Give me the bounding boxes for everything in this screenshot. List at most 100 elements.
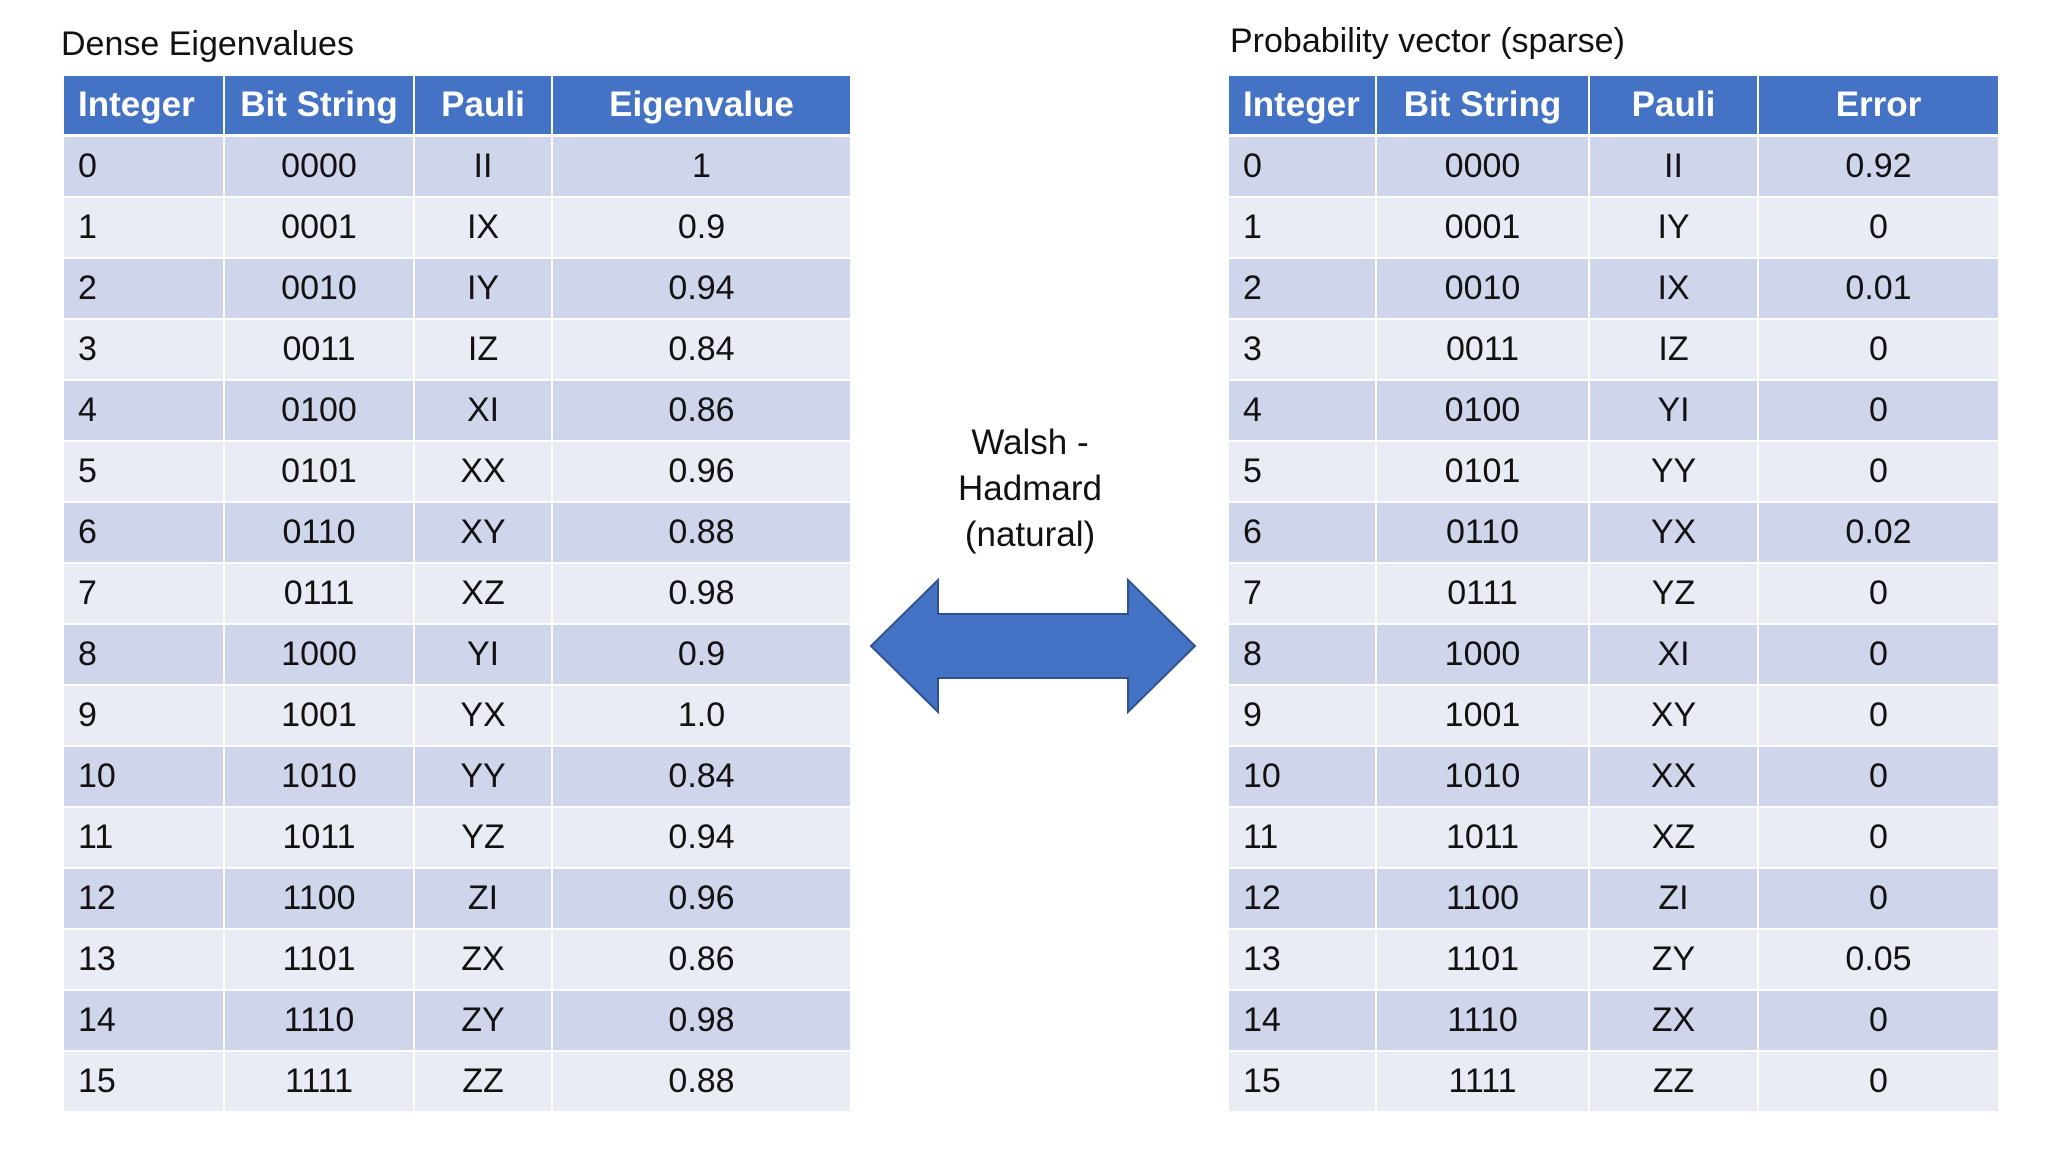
pauli-cell: IX xyxy=(413,196,552,258)
eigenvalue-cell: 0.84 xyxy=(551,745,850,807)
table-row: 12 1100 ZI 0.96 xyxy=(64,867,850,929)
eigenvalue-cell: 0.94 xyxy=(551,257,850,319)
integer-cell: 13 xyxy=(1229,928,1376,990)
pauli-cell: ZY xyxy=(413,989,552,1051)
pauli-cell: XZ xyxy=(413,562,552,624)
table-row: 6 0110 YX 0.02 xyxy=(1229,501,1998,563)
bit-string-cell: 1101 xyxy=(223,928,414,990)
table-row: 1 0001 IY 0 xyxy=(1229,196,1998,258)
column-header-bit-string: Bit String xyxy=(1375,76,1589,137)
error-cell: 0 xyxy=(1757,318,1998,380)
integer-cell: 5 xyxy=(64,440,224,502)
bit-string-cell: 0010 xyxy=(1375,257,1589,319)
pauli-cell: IZ xyxy=(413,318,552,380)
table-row: 13 1101 ZX 0.86 xyxy=(64,928,850,990)
table-row: 0 0000 II 0.92 xyxy=(1229,134,1998,197)
eigenvalue-cell: 0.98 xyxy=(551,989,850,1051)
error-cell: 0 xyxy=(1757,562,1998,624)
error-cell: 0 xyxy=(1757,196,1998,258)
eigenvalue-cell: 0.86 xyxy=(551,928,850,990)
header-row: Integer Bit String Pauli Error xyxy=(1229,76,1998,137)
integer-cell: 6 xyxy=(1229,501,1376,563)
pauli-cell: YY xyxy=(1588,440,1758,502)
table-row: 4 0100 XI 0.86 xyxy=(64,379,850,441)
eigenvalue-cell: 0.96 xyxy=(551,867,850,929)
bit-string-cell: 1011 xyxy=(223,806,414,868)
bit-string-cell: 0111 xyxy=(223,562,414,624)
pauli-cell: IZ xyxy=(1588,318,1758,380)
pauli-cell: IX xyxy=(1588,257,1758,319)
pauli-cell: XZ xyxy=(1588,806,1758,868)
pauli-cell: ZY xyxy=(1588,928,1758,990)
bit-string-cell: 0001 xyxy=(1375,196,1589,258)
transform-label-line: Hadmard xyxy=(958,469,1102,508)
pauli-cell: II xyxy=(1588,134,1758,197)
table-body: 0 0000 II 1 1 0001 IX 0.9 2 0010 IY 0.94 3 0011 IZ 0.84… xyxy=(64,134,850,1111)
column-header-bit-string: Bit String xyxy=(223,76,414,137)
column-header-eigenvalue: Eigenvalue xyxy=(551,76,850,137)
table-row: 10 1010 XX 0 xyxy=(1229,745,1998,807)
table-row: 4 0100 YI 0 xyxy=(1229,379,1998,441)
bit-string-cell: 1001 xyxy=(1375,684,1589,746)
table-row: 15 1111 ZZ 0 xyxy=(1229,1050,1998,1111)
pauli-cell: XY xyxy=(1588,684,1758,746)
error-cell: 0.05 xyxy=(1757,928,1998,990)
bit-string-cell: 1010 xyxy=(1375,745,1589,807)
transform-label-line: (natural) xyxy=(964,515,1096,554)
table-row: 8 1000 XI 0 xyxy=(1229,623,1998,685)
integer-cell: 1 xyxy=(1229,196,1376,258)
pauli-cell: YZ xyxy=(1588,562,1758,624)
table-row: 5 0101 YY 0 xyxy=(1229,440,1998,502)
integer-cell: 10 xyxy=(64,745,224,807)
pauli-cell: XX xyxy=(1588,745,1758,807)
integer-cell: 12 xyxy=(64,867,224,929)
column-header-integer: Integer xyxy=(1229,76,1376,137)
walsh-hadamard-label: Walsh - Hadmard (natural) xyxy=(900,420,1160,558)
error-cell: 0 xyxy=(1757,745,1998,807)
transform-label-line: Walsh - xyxy=(971,423,1089,462)
error-cell: 0 xyxy=(1757,989,1998,1051)
eigenvalue-cell: 0.94 xyxy=(551,806,850,868)
integer-cell: 3 xyxy=(64,318,224,380)
eigenvalue-cell: 1 xyxy=(551,134,850,197)
pauli-cell: XI xyxy=(1588,623,1758,685)
bit-string-cell: 1100 xyxy=(1375,867,1589,929)
table-row: 8 1000 YI 0.9 xyxy=(64,623,850,685)
bit-string-cell: 1111 xyxy=(223,1050,414,1111)
pauli-cell: XX xyxy=(413,440,552,502)
arrow-shape xyxy=(869,577,1197,715)
bit-string-cell: 1000 xyxy=(1375,623,1589,685)
pauli-cell: YI xyxy=(1588,379,1758,441)
header-row: Integer Bit String Pauli Eigenvalue xyxy=(64,76,850,137)
table-row: 7 0111 XZ 0.98 xyxy=(64,562,850,624)
eigenvalue-cell: 1.0 xyxy=(551,684,850,746)
table-row: 7 0111 YZ 0 xyxy=(1229,562,1998,624)
integer-cell: 2 xyxy=(1229,257,1376,319)
eigenvalue-cell: 0.88 xyxy=(551,1050,850,1111)
integer-cell: 0 xyxy=(64,134,224,197)
dense-eigenvalues-caption: Dense Eigenvalues xyxy=(61,25,354,63)
integer-cell: 9 xyxy=(1229,684,1376,746)
table-row: 3 0011 IZ 0.84 xyxy=(64,318,850,380)
pauli-cell: IY xyxy=(413,257,552,319)
integer-cell: 1 xyxy=(64,196,224,258)
bit-string-cell: 1010 xyxy=(223,745,414,807)
bit-string-cell: 0101 xyxy=(1375,440,1589,502)
integer-cell: 8 xyxy=(64,623,224,685)
table-row: 6 0110 XY 0.88 xyxy=(64,501,850,563)
double-headed-arrow-icon xyxy=(869,577,1197,715)
eigenvalue-cell: 0.9 xyxy=(551,196,850,258)
table-row: 14 1110 ZY 0.98 xyxy=(64,989,850,1051)
integer-cell: 6 xyxy=(64,501,224,563)
bit-string-cell: 0100 xyxy=(223,379,414,441)
pauli-cell: YX xyxy=(1588,501,1758,563)
integer-cell: 10 xyxy=(1229,745,1376,807)
bit-string-cell: 1110 xyxy=(223,989,414,1051)
error-cell: 0 xyxy=(1757,623,1998,685)
pauli-cell: YI xyxy=(413,623,552,685)
integer-cell: 7 xyxy=(1229,562,1376,624)
table-row: 5 0101 XX 0.96 xyxy=(64,440,850,502)
bit-string-cell: 0111 xyxy=(1375,562,1589,624)
pauli-cell: II xyxy=(413,134,552,197)
eigenvalue-cell: 0.88 xyxy=(551,501,850,563)
